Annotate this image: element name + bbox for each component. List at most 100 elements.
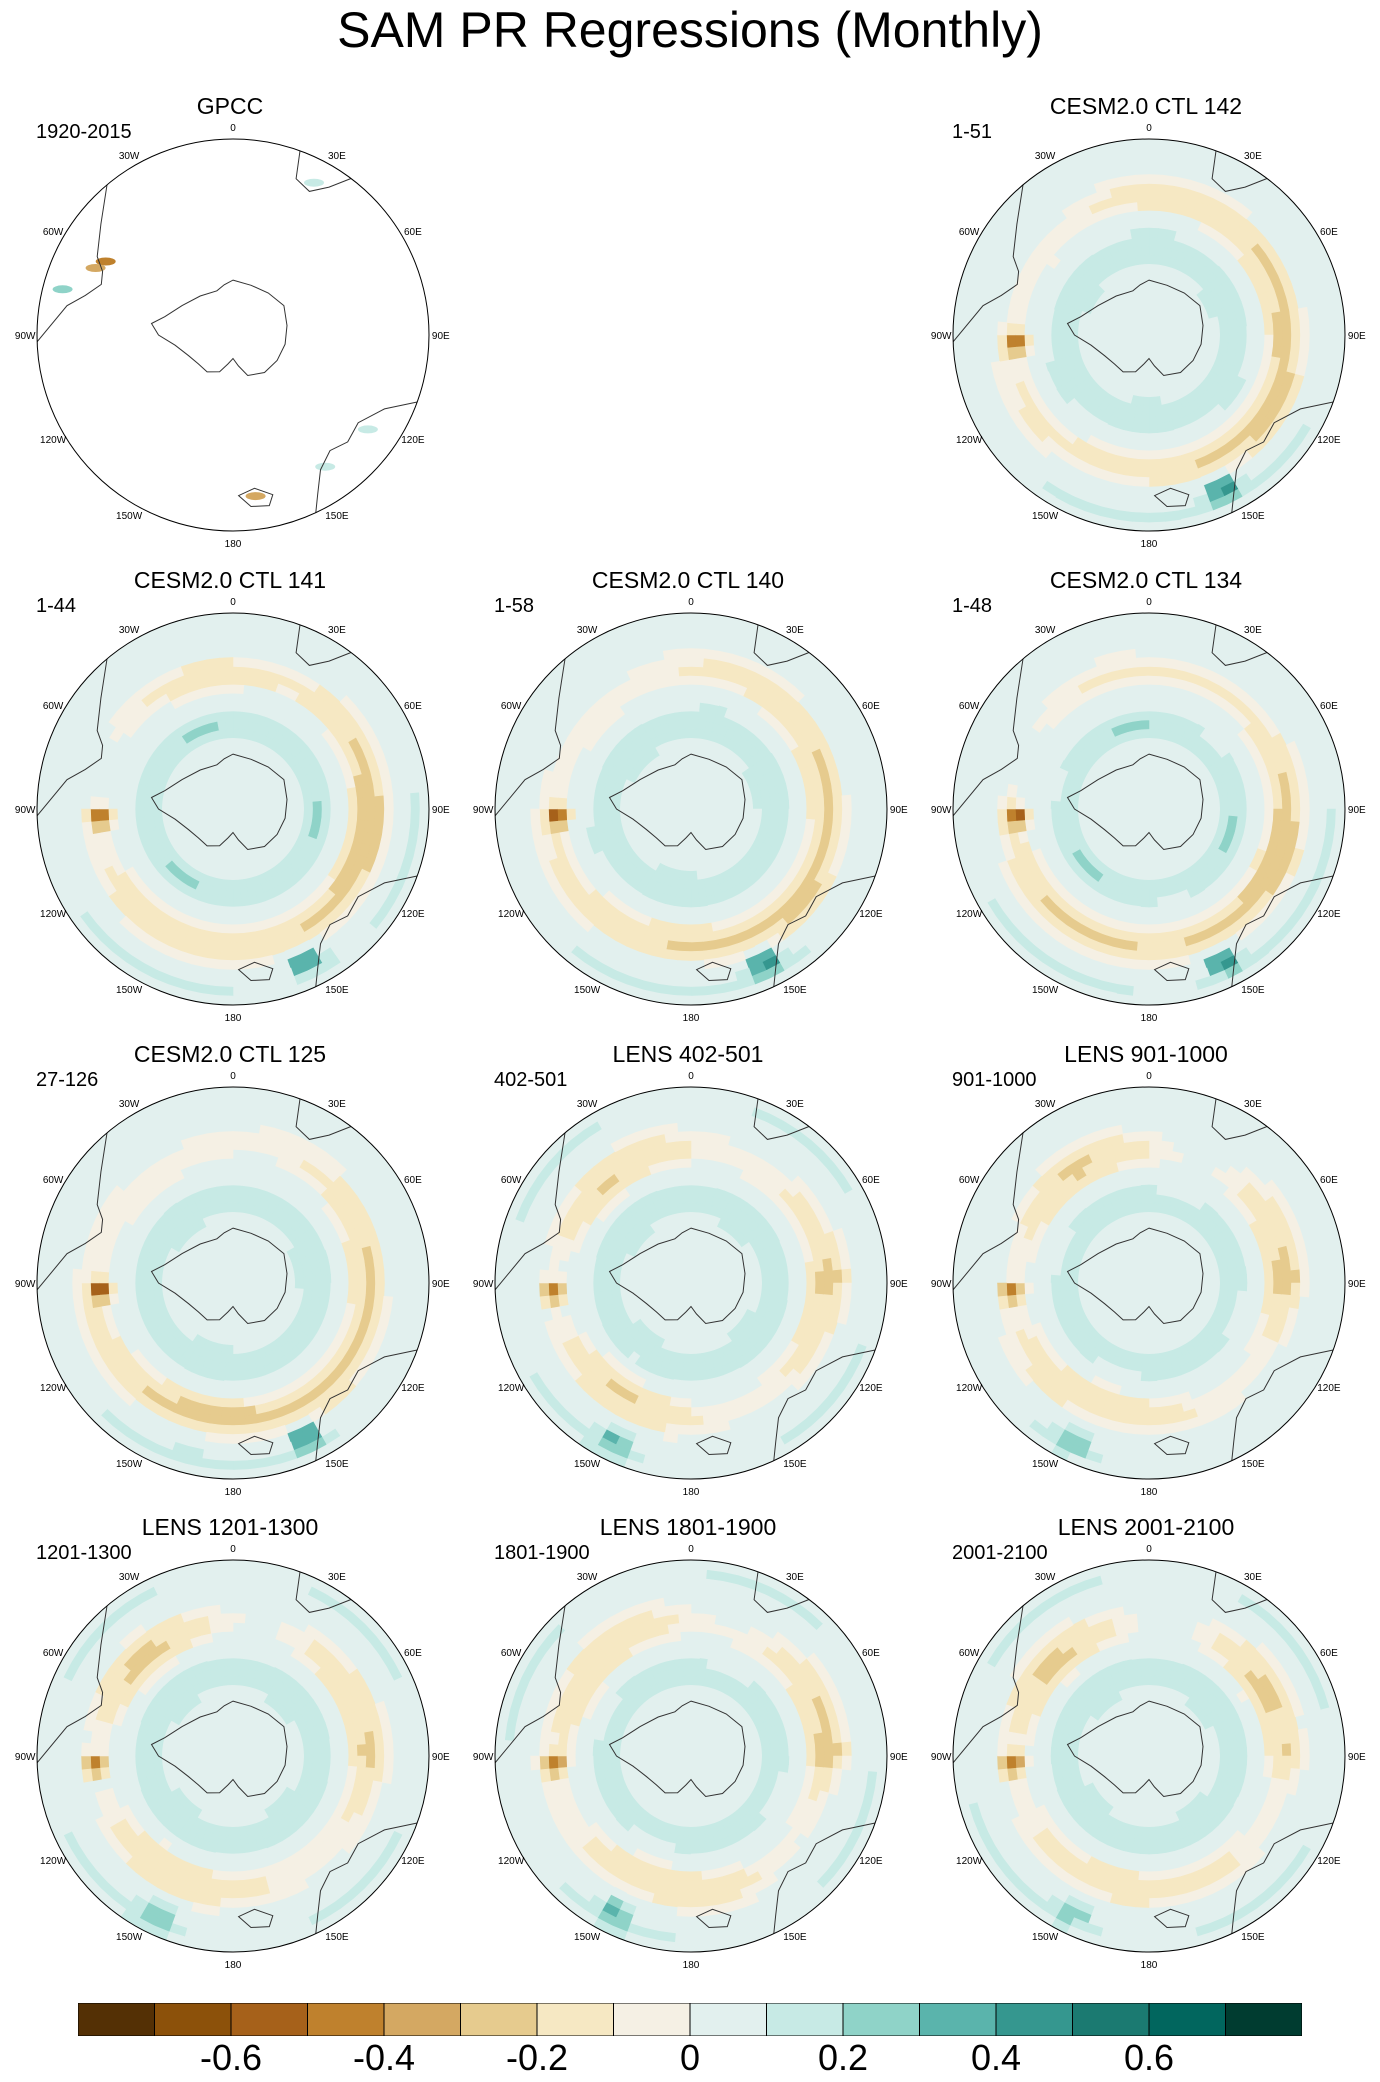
coastlines <box>37 1098 418 1461</box>
longitude-label: 60W <box>959 1175 980 1186</box>
longitude-label: 0 <box>230 1071 236 1082</box>
panel-title: CESM2.0 CTL 134 <box>1049 567 1243 593</box>
longitude-label: 60W <box>501 701 522 712</box>
longitude-label: 60W <box>501 1175 522 1186</box>
map-boundary <box>952 1086 1346 1480</box>
longitude-label: 0 <box>1146 1544 1152 1555</box>
panel-title: LENS 402-501 <box>612 1041 764 1067</box>
longitude-label: 30W <box>119 1099 140 1110</box>
map-panel-lens901: 0 30E 60E 90E 120E 150E 180 150W 120W 90W 60W 30W LE… <box>916 1040 1376 1515</box>
longitude-label: 150E <box>1241 511 1265 522</box>
longitude-label: 30W <box>1035 1099 1056 1110</box>
panel-title: GPCC <box>196 93 264 119</box>
map-panel-ctl141: 0 30E 60E 90E 120E 150E 180 150W 120W 90W 60W 30W CE… <box>0 566 460 1041</box>
polar-map-gpcc: 0 30E 60E 90E 120E 150E 180 150W 120W 90W 60W 30W <box>15 123 450 550</box>
australia-coast <box>1231 1822 1334 1934</box>
map-boundary <box>952 612 1346 1006</box>
longitude-label: 30E <box>328 625 346 636</box>
africa-coast <box>295 624 352 666</box>
colorbar-segment <box>536 2003 614 2036</box>
australia-coast <box>773 1349 876 1461</box>
longitude-label: 120W <box>498 1383 525 1394</box>
longitude-label: 180 <box>225 1960 242 1971</box>
gpcc-land-patch <box>52 285 73 294</box>
new-zealand-coast <box>1153 487 1190 508</box>
map-boundary <box>36 612 430 1006</box>
south-america-coast <box>953 1132 1024 1291</box>
longitude-label: 120E <box>401 1856 425 1867</box>
longitude-label: 180 <box>1141 539 1158 550</box>
contour-field <box>37 1087 429 1479</box>
south-america-coast <box>495 1605 566 1764</box>
longitude-label: 60E <box>1320 1175 1338 1186</box>
longitude-label: 150W <box>574 985 601 996</box>
polar-map-lens2001: 0 30E 60E 90E 120E 150E 180 150W 120W 90W 60W 30W <box>931 1544 1366 1971</box>
longitude-label: 30E <box>786 1099 804 1110</box>
colorbar <box>78 2003 1302 2036</box>
coastlines <box>37 150 418 513</box>
polar-map-ctl125: 0 30E 60E 90E 120E 150E 180 150W 120W 90W 60W 30W <box>15 1071 450 1498</box>
new-zealand-coast <box>237 487 274 508</box>
colorbar-segment <box>995 2003 1073 2036</box>
colorbar-segment <box>842 2003 920 2036</box>
australia-coast <box>315 401 418 513</box>
map-panel-lens402: 0 30E 60E 90E 120E 150E 180 150W 120W 90W 60W 30W LE… <box>458 1040 918 1515</box>
longitude-label: 120E <box>859 909 883 920</box>
map-boundary <box>952 138 1346 532</box>
longitude-label: 0 <box>688 1071 694 1082</box>
panel-year-range: 1920-2015 <box>36 121 132 143</box>
map-panel-lens2001: 0 30E 60E 90E 120E 150E 180 150W 120W 90W 60W 30W LE… <box>916 1513 1376 1988</box>
longitude-label: 180 <box>225 539 242 550</box>
longitude-label: 150E <box>783 1459 807 1470</box>
polar-map-lens1201: 0 30E 60E 90E 120E 150E 180 150W 120W 90W 60W 30W <box>15 1544 450 1971</box>
longitude-label: 90W <box>473 1752 494 1763</box>
panel-year-range: 27-126 <box>36 1069 99 1091</box>
longitude-label: 180 <box>1141 1487 1158 1498</box>
longitude-label: 90E <box>890 1279 908 1290</box>
longitude-label: 60W <box>43 227 64 238</box>
longitude-label: 30W <box>119 1572 140 1583</box>
antarctica-coast <box>1066 1700 1204 1798</box>
longitude-label: 90E <box>890 805 908 816</box>
map-boundary <box>494 1559 888 1953</box>
longitude-label: 90W <box>931 1279 952 1290</box>
longitude-label: 180 <box>225 1487 242 1498</box>
longitude-label: 30W <box>1035 1572 1056 1583</box>
longitude-label: 120E <box>859 1383 883 1394</box>
longitude-label: 150E <box>1241 985 1265 996</box>
longitude-label: 90W <box>473 805 494 816</box>
africa-coast <box>753 624 810 666</box>
panel-title: CESM2.0 CTL 125 <box>133 1041 327 1067</box>
longitude-label: 120E <box>1317 435 1341 446</box>
colorbar-tick-label: -0.6 <box>199 2037 263 2078</box>
africa-coast <box>1211 150 1268 192</box>
colorbar-tick-label: -0.2 <box>505 2037 569 2078</box>
colorbar-segment <box>1225 2003 1302 2036</box>
map-boundary <box>36 1086 430 1480</box>
colorbar-segment <box>919 2003 997 2036</box>
map-panel-ctl142: 0 30E 60E 90E 120E 150E 180 150W 120W 90W 60W 30W CE… <box>916 92 1376 567</box>
polar-map-ctl142: 0 30E 60E 90E 120E 150E 180 150W 120W 90W 60W 30W <box>931 123 1366 550</box>
new-zealand-coast <box>237 1908 274 1929</box>
map-panel-lens1801: 0 30E 60E 90E 120E 150E 180 150W 120W 90W 60W 30W LE… <box>458 1513 918 1988</box>
colorbar-segment <box>460 2003 538 2036</box>
australia-coast <box>1231 875 1334 987</box>
new-zealand-coast <box>237 1435 274 1456</box>
longitude-label: 60E <box>404 1648 422 1659</box>
map-panel-ctl140: 0 30E 60E 90E 120E 150E 180 150W 120W 90W 60W 30W CE… <box>458 566 918 1041</box>
longitude-label: 120E <box>1317 909 1341 920</box>
longitude-label: 30W <box>119 151 140 162</box>
longitude-label: 60W <box>959 701 980 712</box>
longitude-label: 60W <box>43 701 64 712</box>
colorbar-tick-label: 0 <box>679 2037 701 2078</box>
longitude-label: 180 <box>683 1013 700 1024</box>
map-boundary <box>36 138 430 532</box>
longitude-label: 30E <box>1244 1099 1262 1110</box>
panel-title: LENS 901-1000 <box>1064 1041 1228 1067</box>
new-zealand-coast <box>1153 1435 1190 1456</box>
gpcc-land-patch <box>95 257 116 266</box>
longitude-label: 30E <box>328 1572 346 1583</box>
longitude-label: 60E <box>1320 1648 1338 1659</box>
longitude-label: 150W <box>1032 985 1059 996</box>
map-panel-lens1201: 0 30E 60E 90E 120E 150E 180 150W 120W 90W 60W 30W LE… <box>0 1513 460 1988</box>
